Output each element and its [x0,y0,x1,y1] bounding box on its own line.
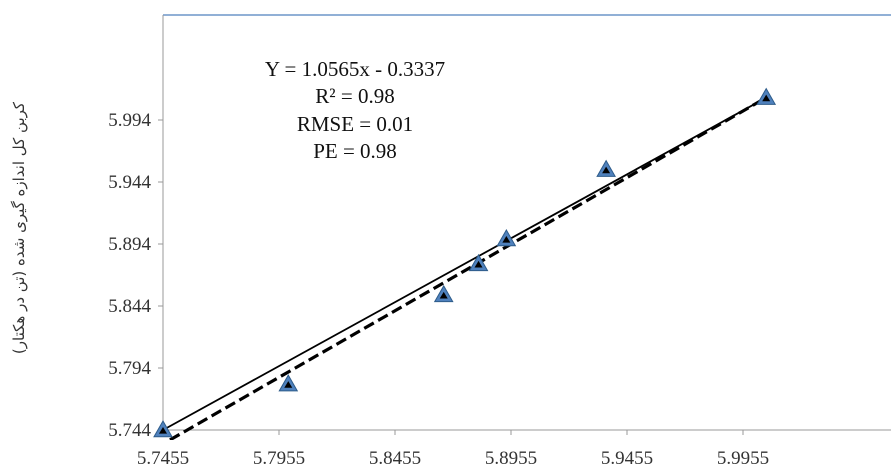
x-tick-label: 5.9955 [717,448,769,469]
triangle-marker-core [284,381,293,388]
y-axis-ticks: 5.744 5.794 5.844 5.894 5.944 5.994 [108,110,163,441]
data-point [153,419,173,438]
data-point [278,374,299,392]
solid-fit-line [162,96,767,431]
x-tick-label: 5.8455 [369,448,421,469]
y-tick-label: 5.794 [108,358,151,379]
y-tick-label: 5.844 [108,296,151,317]
annotation-box: Y = 1.0565x - 0.3337 R² = 0.98 RMSE = 0.… [265,57,445,163]
triangle-marker-core [474,260,483,268]
regression-equation: Y = 1.0565x - 0.3337 [265,57,445,81]
r-squared-label: R² = 0.98 [315,84,394,108]
x-axis-ticks: 5.7455 5.7955 5.8455 5.8955 5.9455 5.9955 [137,430,769,469]
data-point [468,253,489,272]
data-point [433,284,454,303]
triangle-marker-core [762,94,771,102]
triangle-marker-core [439,291,448,299]
triangle-marker-core [602,166,611,174]
triangle-marker-core [159,427,167,434]
data-point [496,229,517,247]
rmse-label: RMSE = 0.01 [297,112,413,136]
data-point [596,159,616,177]
x-tick-label: 5.7455 [137,448,189,469]
y-tick-label: 5.894 [108,234,151,255]
x-tick-label: 5.8955 [485,448,537,469]
pe-label: PE = 0.98 [313,139,397,163]
triangle-marker-core [502,236,511,243]
y-axis-label: کربن کل اندازه گیری شده (تن در هکتار) [10,101,28,354]
plot-area [162,14,891,431]
y-tick-label: 5.994 [108,110,151,131]
data-point [756,87,777,105]
y-tick-label: 5.944 [108,172,151,193]
fit-lines [162,96,767,440]
x-tick-label: 5.9455 [601,448,653,469]
y-tick-label: 5.744 [108,420,151,441]
dashed-fit-line [169,96,767,440]
data-points [153,87,777,438]
x-tick-label: 5.7955 [253,448,305,469]
